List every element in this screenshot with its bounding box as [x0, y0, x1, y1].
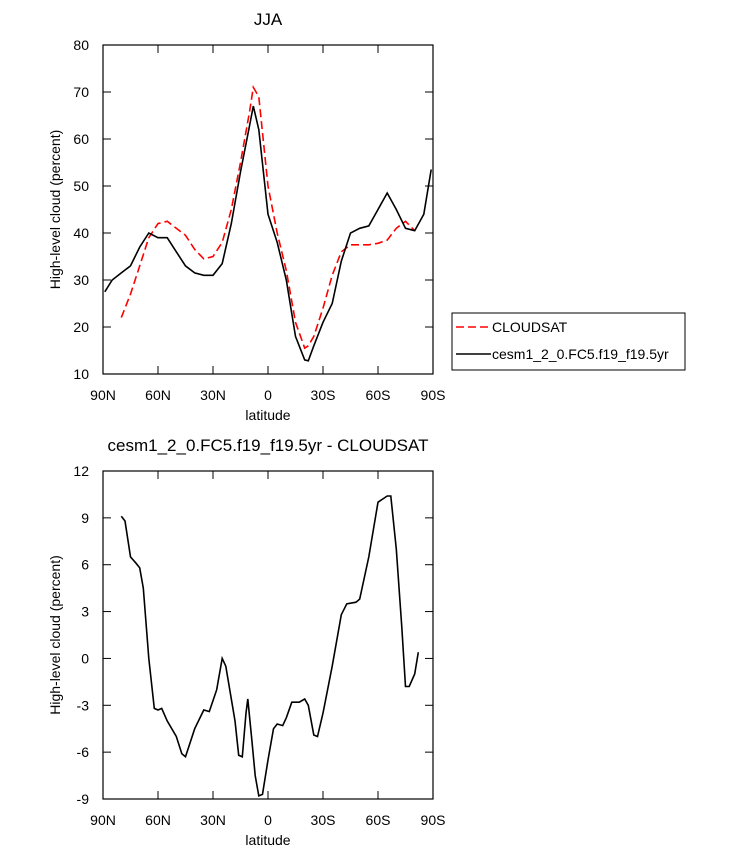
- x-tick-label: 60N: [145, 387, 171, 403]
- y-tick-label: 80: [73, 37, 89, 53]
- y-tick-label: 9: [81, 510, 89, 526]
- x-axis-label: latitude: [245, 832, 290, 848]
- x-tick-label: 90S: [421, 387, 446, 403]
- y-tick-label: 50: [73, 178, 89, 194]
- y-tick-label: 12: [73, 463, 89, 479]
- y-tick-label: 40: [73, 225, 89, 241]
- x-tick-label: 30S: [311, 387, 336, 403]
- series-line: [120, 495, 420, 798]
- y-tick-label: 30: [73, 272, 89, 288]
- legend-label: CLOUDSAT: [492, 319, 568, 335]
- x-tick-label: 30N: [200, 812, 226, 828]
- legend-box: [451, 312, 686, 371]
- x-tick-label: 0: [264, 387, 272, 403]
- x-tick-label: 60S: [366, 387, 391, 403]
- y-tick-label: 0: [81, 650, 89, 666]
- series-line: [120, 84, 416, 350]
- chart-title: cesm1_2_0.FC5.f19_f19.5yr - CLOUDSAT: [108, 436, 429, 455]
- x-tick-label: 0: [264, 812, 272, 828]
- y-axis-label: High-level cloud (percent): [47, 130, 63, 290]
- x-tick-label: 90S: [421, 812, 446, 828]
- y-tick-label: -9: [77, 791, 90, 807]
- y-tick-label: 60: [73, 131, 89, 147]
- chart-title: JJA: [254, 10, 283, 29]
- legend-label: cesm1_2_0.FC5.f19_f19.5yr: [492, 346, 669, 362]
- plot-frame: [102, 470, 434, 800]
- y-tick-label: 20: [73, 319, 89, 335]
- x-tick-label: 90N: [90, 812, 116, 828]
- y-axis-label: High-level cloud (percent): [47, 555, 63, 715]
- x-axis-label: latitude: [245, 407, 290, 423]
- x-tick-label: 30S: [311, 812, 336, 828]
- y-tick-label: 10: [73, 366, 89, 382]
- x-tick-label: 60N: [145, 812, 171, 828]
- y-tick-label: 3: [81, 604, 89, 620]
- x-tick-label: 90N: [90, 387, 116, 403]
- x-tick-label: 60S: [366, 812, 391, 828]
- y-tick-label: 6: [81, 557, 89, 573]
- y-tick-label: 70: [73, 84, 89, 100]
- series-line: [104, 105, 432, 362]
- y-tick-label: -6: [77, 744, 90, 760]
- y-tick-label: -3: [77, 697, 90, 713]
- x-tick-label: 30N: [200, 387, 226, 403]
